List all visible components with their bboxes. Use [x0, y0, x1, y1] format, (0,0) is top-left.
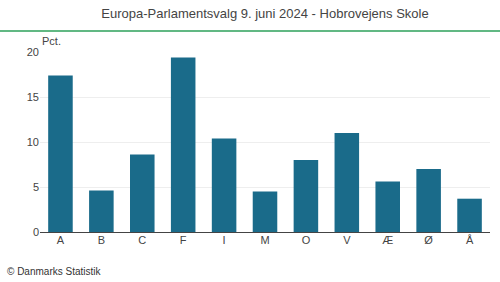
svg-text:Å: Å	[466, 234, 474, 246]
svg-text:5: 5	[33, 181, 39, 193]
svg-text:Pct.: Pct.	[42, 35, 61, 47]
svg-text:C: C	[138, 234, 146, 246]
svg-text:O: O	[302, 234, 311, 246]
svg-text:20: 20	[27, 46, 39, 58]
svg-text:A: A	[57, 234, 65, 246]
svg-text:I: I	[223, 234, 226, 246]
svg-text:Europa-Parlamentsvalg 9. juni: Europa-Parlamentsvalg 9. juni 2024 - Hob…	[101, 6, 428, 21]
svg-text:10: 10	[27, 136, 39, 148]
svg-text:F: F	[180, 234, 187, 246]
svg-text:M: M	[260, 234, 269, 246]
svg-text:15: 15	[27, 91, 39, 103]
svg-text:V: V	[343, 234, 351, 246]
svg-text:Ø: Ø	[424, 234, 433, 246]
svg-text:0: 0	[33, 226, 39, 238]
svg-text:© Danmarks Statistik: © Danmarks Statistik	[7, 266, 102, 277]
svg-text:Æ: Æ	[382, 234, 393, 246]
svg-text:B: B	[98, 234, 105, 246]
